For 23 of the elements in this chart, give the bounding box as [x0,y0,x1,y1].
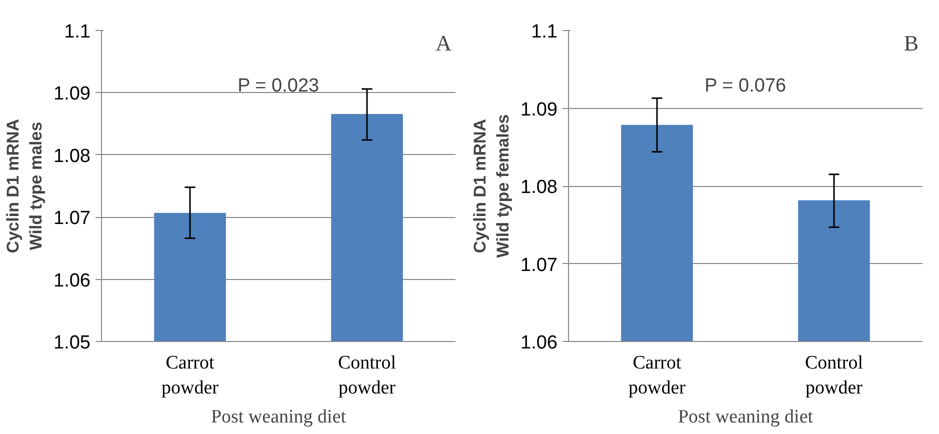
y-tick-label: 1.05 [54,332,91,354]
x-tick-label: Control powder [804,352,864,399]
annotation: P = 0.076 [704,76,786,96]
y-tick-label: 1.07 [520,254,558,276]
y-tick-label: 1.1 [531,22,558,42]
y-tick-label: 1.06 [520,332,558,354]
y-tick-label: 1.09 [54,84,91,105]
annotation: P = 0.023 [238,76,320,96]
y-tick-label: 1.06 [54,270,91,292]
y-tick-label: 1.08 [520,177,558,198]
annotation: B [904,30,919,56]
y-tick-label: 1.1 [64,22,91,42]
y-tick-label: 1.08 [54,146,91,167]
y-tick-label: 1.09 [520,99,558,120]
x-tick-label: Control powder [338,352,396,399]
x-axis-title: Post weaning diet [210,406,347,428]
y-axis-title: Cyclin D1 mRNA Wild type males [4,118,46,254]
y-axis-title: Cyclin D1 mRNA Wild type females [470,114,513,258]
x-tick-label: Carrot powder [162,352,220,399]
x-tick-label: Carrot powder [628,352,686,399]
y-tick-label: 1.07 [54,208,91,230]
x-axis-title: Post weaning diet [678,406,814,428]
annotation: A [436,30,452,56]
